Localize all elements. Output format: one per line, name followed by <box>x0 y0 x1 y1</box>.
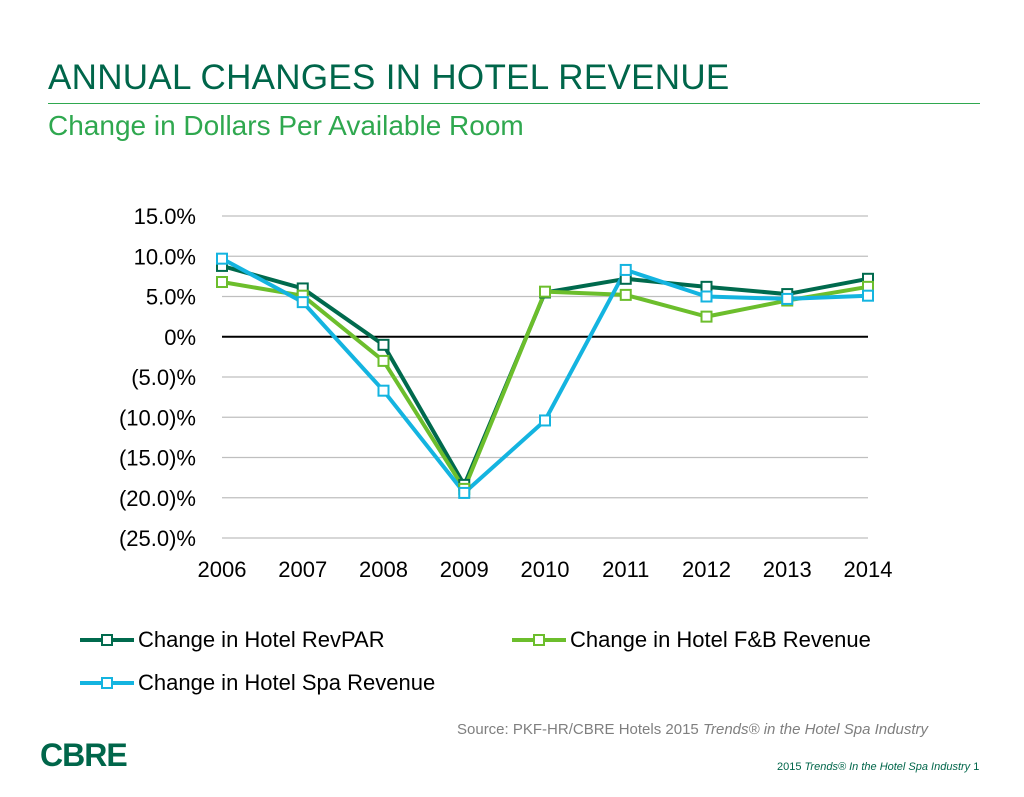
y-tick-label: (15.0)% <box>119 446 196 471</box>
footer: 2015 Trends® In the Hotel Spa Industry 1 <box>777 761 979 773</box>
legend-marker-icon <box>80 634 134 646</box>
data-point <box>539 285 551 298</box>
data-point <box>700 310 713 323</box>
y-tick-label: (25.0)% <box>119 526 196 551</box>
x-tick-label: 2007 <box>278 557 327 582</box>
data-point <box>539 414 551 427</box>
x-tick-label: 2014 <box>844 557 893 582</box>
y-tick-label: 0% <box>164 325 196 350</box>
x-tick-label: 2009 <box>440 557 489 582</box>
legend-item-fnb: Change in Hotel F&B Revenue <box>512 627 871 653</box>
data-point <box>458 486 471 499</box>
data-point <box>296 296 309 309</box>
data-point <box>619 288 632 301</box>
x-tick-label: 2013 <box>763 557 812 582</box>
data-point <box>216 252 228 265</box>
x-tick-label: 2008 <box>359 557 408 582</box>
legend-label: Change in Hotel Spa Revenue <box>138 670 436 695</box>
source-note: Source: PKF-HR/CBRE Hotels 2015 Trends® … <box>457 721 928 738</box>
y-tick-label: 5.0% <box>146 285 196 310</box>
x-tick-label: 2010 <box>521 557 570 582</box>
cbre-logo: CBRE <box>40 737 128 773</box>
y-tick-label: (20.0)% <box>119 486 196 511</box>
legend-item-revpar: Change in Hotel RevPAR <box>80 627 385 653</box>
footer-title: Trends® In the Hotel Spa Industry <box>804 761 971 773</box>
data-point <box>377 338 390 351</box>
y-tick-label: (5.0)% <box>131 365 196 390</box>
data-point <box>619 263 632 276</box>
data-point <box>781 292 794 305</box>
data-point <box>862 289 874 302</box>
data-point <box>216 276 228 289</box>
legend-marker-icon <box>80 677 134 689</box>
data-point <box>700 280 713 293</box>
source-title: Trends® in the Hotel Spa Industry <box>702 721 928 738</box>
x-tick-label: 2006 <box>198 557 247 582</box>
data-point <box>700 290 713 303</box>
page-title: ANNUAL CHANGES IN HOTEL REVENUE <box>48 58 730 97</box>
legend-item-spa: Change in Hotel Spa Revenue <box>80 670 435 696</box>
x-tick-label: 2011 <box>602 557 649 582</box>
x-tick-label: 2012 <box>682 557 731 582</box>
page-number: 1 <box>970 761 980 773</box>
legend-marker-icon <box>512 634 566 646</box>
page-subtitle: Change in Dollars Per Available Room <box>48 110 524 141</box>
source-prefix: Source: PKF-HR/CBRE Hotels 2015 <box>457 721 703 738</box>
legend-label: Change in Hotel RevPAR <box>138 627 385 652</box>
y-tick-label: (10.0)% <box>119 405 196 430</box>
y-tick-label: 10.0% <box>134 244 196 269</box>
data-point <box>377 384 390 397</box>
line-chart: 15.0% 10.0% 5.0% 0% (5.0)% (10.0)% (15.0)% (20.… <box>119 204 893 582</box>
y-tick-label: 15.0% <box>134 204 196 229</box>
legend-label: Change in Hotel F&B Revenue <box>570 627 871 652</box>
data-point <box>377 354 390 367</box>
title-divider <box>48 103 980 104</box>
footer-year: 2015 <box>777 761 805 773</box>
